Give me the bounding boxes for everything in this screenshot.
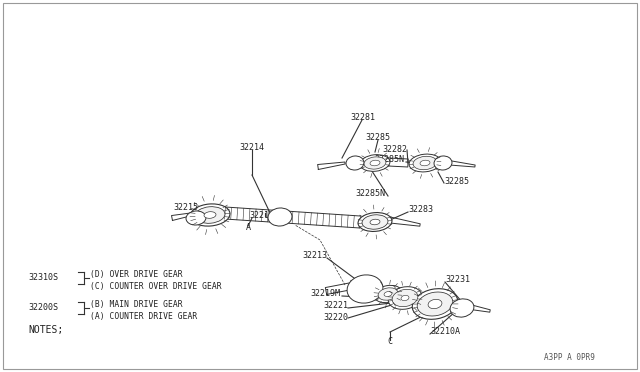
Text: 32310S: 32310S bbox=[28, 273, 58, 282]
Ellipse shape bbox=[388, 287, 422, 310]
Ellipse shape bbox=[374, 285, 402, 303]
Text: 32283: 32283 bbox=[408, 205, 433, 215]
Polygon shape bbox=[390, 217, 420, 226]
Text: 32214: 32214 bbox=[239, 144, 264, 153]
Polygon shape bbox=[460, 302, 490, 312]
Ellipse shape bbox=[384, 292, 392, 296]
Text: 32285N: 32285N bbox=[374, 155, 404, 164]
Text: 32281: 32281 bbox=[351, 113, 376, 122]
Text: 32221: 32221 bbox=[323, 301, 348, 311]
Text: 32285: 32285 bbox=[444, 176, 469, 186]
Text: 32285: 32285 bbox=[365, 134, 390, 142]
Text: 32219M: 32219M bbox=[310, 289, 340, 298]
Ellipse shape bbox=[268, 208, 292, 226]
Ellipse shape bbox=[204, 212, 216, 218]
Ellipse shape bbox=[434, 156, 452, 170]
Text: 32213: 32213 bbox=[302, 250, 327, 260]
Polygon shape bbox=[443, 160, 475, 167]
Ellipse shape bbox=[370, 219, 380, 225]
Ellipse shape bbox=[378, 288, 398, 300]
Text: (C) COUNTER OVER DRIVE GEAR: (C) COUNTER OVER DRIVE GEAR bbox=[90, 282, 221, 291]
Text: NOTES;: NOTES; bbox=[28, 325, 63, 335]
Text: 32282: 32282 bbox=[382, 144, 407, 154]
Ellipse shape bbox=[347, 275, 383, 303]
Polygon shape bbox=[317, 162, 345, 170]
Text: (D) OVER DRIVE GEAR: (D) OVER DRIVE GEAR bbox=[90, 269, 182, 279]
Ellipse shape bbox=[392, 289, 418, 307]
Text: 32210A: 32210A bbox=[430, 327, 460, 337]
Ellipse shape bbox=[360, 155, 390, 171]
Ellipse shape bbox=[190, 204, 230, 226]
Ellipse shape bbox=[358, 212, 392, 231]
Ellipse shape bbox=[428, 299, 442, 309]
Ellipse shape bbox=[362, 215, 388, 229]
Text: (B) MAIN DRIVE GEAR: (B) MAIN DRIVE GEAR bbox=[90, 299, 182, 308]
Ellipse shape bbox=[412, 289, 458, 319]
Ellipse shape bbox=[417, 292, 453, 316]
Ellipse shape bbox=[409, 154, 441, 172]
Text: 32220: 32220 bbox=[323, 314, 348, 323]
Text: A: A bbox=[246, 224, 250, 232]
Ellipse shape bbox=[370, 160, 380, 166]
Polygon shape bbox=[325, 283, 353, 294]
Text: 32200S: 32200S bbox=[28, 304, 58, 312]
Ellipse shape bbox=[186, 211, 206, 225]
Polygon shape bbox=[172, 212, 198, 221]
Text: 32285N: 32285N bbox=[355, 189, 385, 198]
Text: A3PP A 0PR9: A3PP A 0PR9 bbox=[544, 353, 595, 362]
Polygon shape bbox=[388, 158, 408, 167]
Ellipse shape bbox=[364, 157, 386, 169]
Ellipse shape bbox=[413, 156, 437, 170]
Ellipse shape bbox=[420, 160, 430, 166]
Ellipse shape bbox=[346, 156, 364, 170]
Text: 32231: 32231 bbox=[445, 276, 470, 285]
Text: 32214: 32214 bbox=[250, 211, 275, 219]
Ellipse shape bbox=[401, 295, 409, 301]
Text: (A) COUNTER DRIVE GEAR: (A) COUNTER DRIVE GEAR bbox=[90, 311, 197, 321]
Text: C: C bbox=[387, 337, 392, 346]
Ellipse shape bbox=[195, 207, 225, 223]
Ellipse shape bbox=[450, 299, 474, 317]
Text: 32215: 32215 bbox=[173, 202, 198, 212]
